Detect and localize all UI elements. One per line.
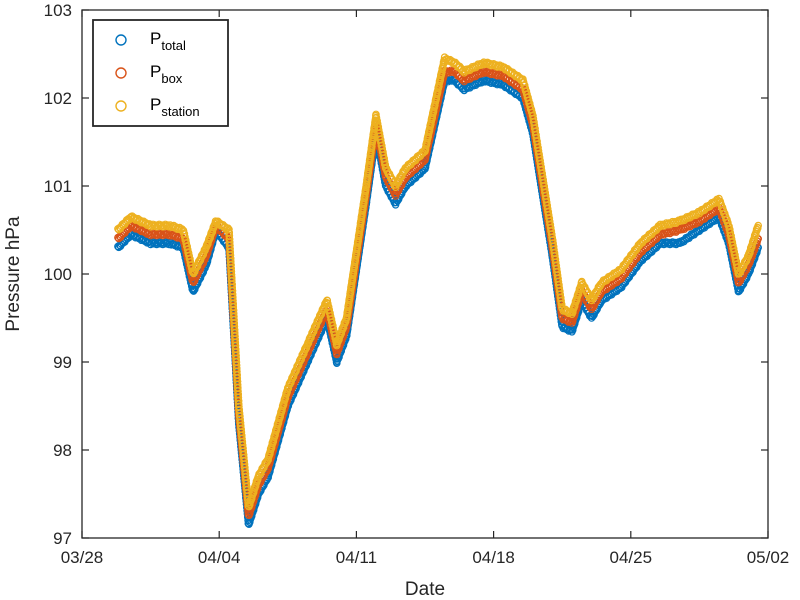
data-point bbox=[234, 397, 243, 405]
y-tick-label: 99 bbox=[53, 353, 72, 372]
legend: Ptotal Pbox Pstation bbox=[92, 19, 229, 127]
data-point bbox=[224, 233, 232, 242]
data-point bbox=[724, 218, 732, 227]
data-point bbox=[362, 185, 370, 194]
y-tick-label: 102 bbox=[44, 89, 72, 108]
x-tick-label: 04/18 bbox=[472, 548, 515, 567]
legend-label: Ptotal bbox=[150, 29, 186, 53]
x-tick-label: 05/02 bbox=[747, 548, 790, 567]
y-tick-label: 103 bbox=[44, 1, 72, 20]
data-point bbox=[754, 221, 763, 230]
x-tick-label: 04/25 bbox=[610, 548, 653, 567]
x-tick-label: 03/28 bbox=[61, 548, 104, 567]
series-layer bbox=[114, 53, 763, 528]
y-tick-label: 98 bbox=[53, 441, 72, 460]
y-axis-label: Pressure hPa bbox=[3, 216, 24, 332]
data-point bbox=[557, 300, 566, 308]
legend-label: Pstation bbox=[150, 95, 200, 119]
data-point bbox=[400, 166, 409, 175]
y-tick-label: 97 bbox=[53, 529, 72, 548]
data-point bbox=[654, 222, 663, 230]
x-axis-label: Date bbox=[405, 579, 445, 600]
legend-marker bbox=[115, 34, 127, 46]
x-tick-label: 04/11 bbox=[336, 548, 377, 567]
y-tick-label: 100 bbox=[44, 265, 72, 284]
x-tick-label: 04/04 bbox=[198, 548, 241, 567]
legend-marker bbox=[115, 67, 127, 79]
y-tick-label: 101 bbox=[44, 177, 72, 196]
series-P_station bbox=[114, 53, 763, 511]
data-point bbox=[224, 224, 232, 232]
legend-marker bbox=[115, 100, 127, 112]
axes-layer: 03/28 04/04 04/11 04/18 04/25 05/02 97 98 99 100 1… bbox=[44, 1, 790, 567]
legend-label: Pbox bbox=[150, 62, 183, 86]
